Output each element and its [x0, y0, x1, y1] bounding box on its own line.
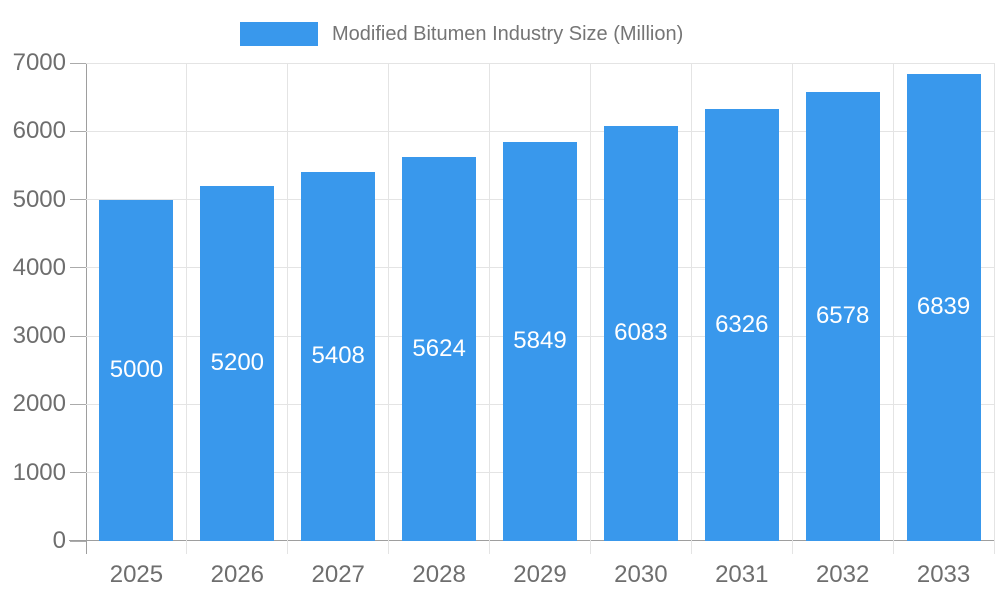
bar-2027[interactable] — [301, 171, 376, 541]
y-axis-line — [86, 63, 87, 554]
bar-value-label: 6839 — [916, 293, 971, 321]
plot-area: 5000 5200 5408 5624 5849 6083 6326 6578 6839 — [69, 62, 995, 554]
gridline-vertical — [287, 63, 289, 554]
y-axis-tick — [70, 335, 86, 337]
y-axis-label: 4000 — [12, 253, 66, 281]
gridline-horizontal — [86, 62, 994, 64]
x-axis-label-2029: 2029 — [513, 561, 567, 588]
y-axis-label: 7000 — [12, 49, 66, 76]
bar-2033[interactable] — [906, 74, 981, 541]
chart-legend[interactable]: Modified Bitumen Industry Size (Million) — [240, 22, 683, 46]
x-axis-label-2031: 2031 — [715, 561, 769, 588]
y-axis-tick — [70, 130, 86, 132]
y-axis-tick — [70, 540, 86, 542]
bar-2031[interactable] — [704, 109, 779, 541]
gridline-vertical — [892, 63, 894, 554]
y-axis-label: 5000 — [12, 185, 66, 213]
x-axis-label-2028: 2028 — [412, 561, 466, 588]
gridline-vertical — [993, 63, 995, 554]
bar-2029[interactable] — [503, 141, 577, 541]
bar-2026[interactable] — [200, 185, 275, 541]
bar-value-label: 6326 — [715, 311, 769, 338]
y-axis-tick — [70, 267, 86, 269]
gridline-vertical — [690, 63, 692, 554]
y-axis-label: 6000 — [12, 117, 66, 145]
y-axis-tick — [70, 62, 86, 64]
y-axis-tick — [70, 403, 86, 405]
x-axis-label-2026: 2026 — [210, 561, 265, 588]
gridline-vertical — [589, 63, 591, 554]
bar-value-label: 5408 — [311, 342, 365, 370]
bar-value-label: 6083 — [614, 319, 668, 347]
y-axis-label: 2000 — [12, 390, 66, 418]
x-axis-label-2032: 2032 — [815, 561, 870, 588]
bar-value-label: 6578 — [815, 302, 870, 330]
gridline-vertical — [489, 63, 491, 554]
y-axis-tick — [70, 472, 86, 474]
gridline-vertical — [186, 63, 188, 554]
bar-2030[interactable] — [603, 125, 678, 541]
bar-value-label: 5624 — [412, 334, 466, 362]
gridline-horizontal — [86, 130, 994, 132]
bar-value-label: 5849 — [513, 327, 567, 355]
x-axis-label-2025: 2025 — [109, 561, 164, 588]
y-axis-label: 3000 — [12, 322, 66, 350]
x-axis-label-2030: 2030 — [614, 561, 668, 588]
gridline-vertical — [388, 63, 390, 554]
bar-value-label: 5200 — [210, 349, 265, 377]
bar-2025[interactable] — [99, 199, 174, 541]
bar-value-label: 5000 — [109, 356, 164, 384]
x-axis-label-2027: 2027 — [311, 561, 365, 588]
bar-2028[interactable] — [402, 156, 477, 541]
y-axis-tick — [70, 199, 86, 201]
gridline-vertical — [791, 63, 793, 554]
legend-label: Modified Bitumen Industry Size (Million) — [332, 22, 684, 45]
x-axis-label-2033: 2033 — [916, 561, 971, 588]
y-axis-label: 0 — [52, 527, 66, 554]
y-axis-label: 1000 — [12, 458, 66, 486]
legend-swatch — [240, 22, 318, 46]
bar-2032[interactable] — [805, 91, 880, 541]
